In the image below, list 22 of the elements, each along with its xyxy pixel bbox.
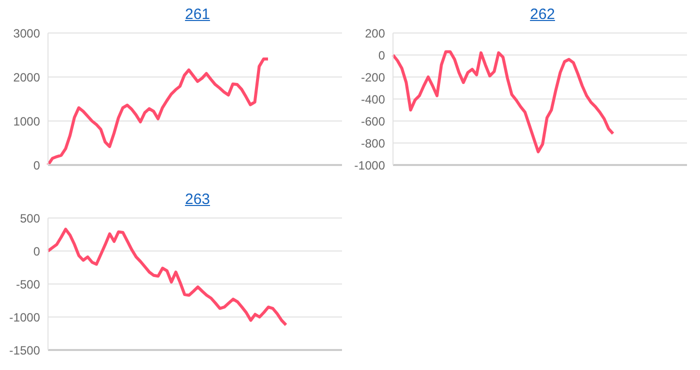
line-series [46,57,270,165]
chart-title: 262 [528,6,556,25]
y-tick-label: 2000 [13,70,40,84]
y-tick-label: 500 [20,211,40,226]
line-series [392,50,614,154]
chart-title: 261 [184,6,212,25]
y-tick-label: -1500 [9,343,40,358]
y-tick-label: 3000 [13,26,40,40]
line-series [46,228,288,326]
y-tick-label: -800 [360,136,386,150]
chart-title: 263 [184,191,212,210]
y-tick-label: -400 [360,92,386,106]
y-tick-label: 1000 [13,114,40,128]
y-tick-label: -1000 [9,310,40,324]
y-tick-label: 200 [364,26,386,40]
y-tick-label: 0 [378,48,386,62]
y-tick-label: 0 [33,158,40,172]
y-tick-label: -600 [360,114,386,128]
y-tick-label: 0 [33,244,40,258]
y-tick-label: -1000 [354,158,386,172]
y-tick-label: -200 [360,70,386,84]
y-tick-label: -500 [16,277,40,292]
